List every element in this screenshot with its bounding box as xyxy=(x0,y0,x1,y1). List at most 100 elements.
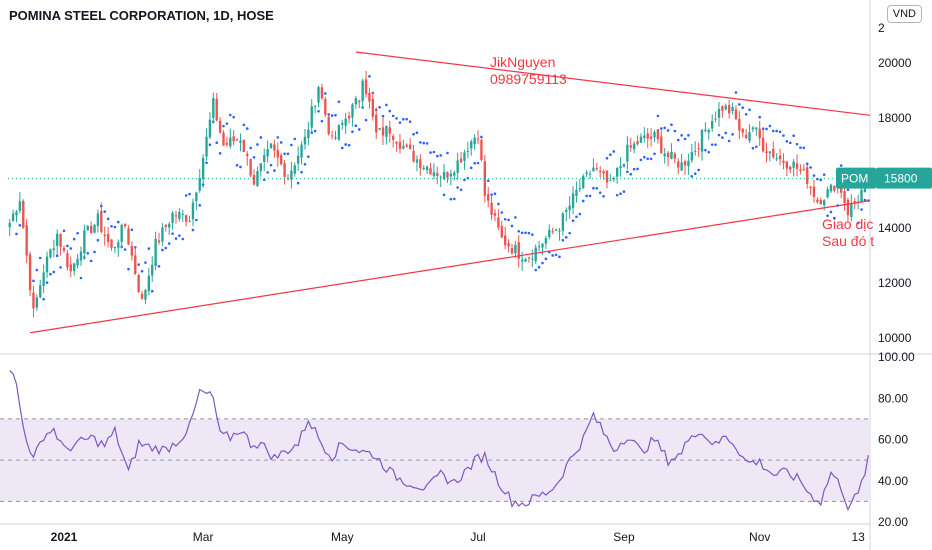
sar-dot xyxy=(330,114,334,117)
sar-dot xyxy=(344,143,347,146)
sar-dot xyxy=(856,221,860,225)
candle-body xyxy=(527,257,531,259)
sar-dot xyxy=(86,251,90,255)
candle-body xyxy=(218,120,222,133)
candle-body xyxy=(507,243,510,247)
price-axis-tick-label: 2 xyxy=(878,21,885,35)
sar-dot xyxy=(79,276,83,280)
candle-body xyxy=(500,226,503,238)
candle-body xyxy=(117,242,120,248)
sar-dot xyxy=(544,257,548,261)
candle-body xyxy=(707,129,710,133)
sar-dot xyxy=(425,142,429,145)
candle-body xyxy=(144,290,147,300)
sar-dot xyxy=(32,279,35,283)
candle-body xyxy=(293,165,296,174)
sar-dot xyxy=(205,161,208,165)
candle-body xyxy=(592,167,595,172)
candle-body xyxy=(195,192,198,202)
sar-dot xyxy=(62,229,66,233)
sar-dot xyxy=(531,233,534,236)
sar-dot xyxy=(507,218,510,222)
sar-dot xyxy=(622,190,626,193)
sar-dot xyxy=(208,143,212,147)
rsi-line xyxy=(9,369,869,512)
sar-dot xyxy=(524,231,527,235)
candle-body xyxy=(371,99,375,117)
sar-dot xyxy=(459,188,463,192)
sar-dot xyxy=(442,193,446,197)
sar-dot xyxy=(191,228,195,232)
candle-body xyxy=(381,127,385,136)
time-axis-label: May xyxy=(331,530,354,544)
candle-body xyxy=(761,137,765,152)
sar-dot xyxy=(340,146,344,150)
sar-dot xyxy=(391,114,395,118)
candle-body xyxy=(741,128,744,133)
candle-body xyxy=(127,228,130,245)
sar-dot xyxy=(575,215,578,219)
candle-body xyxy=(829,184,833,192)
candle-body xyxy=(694,150,697,152)
sar-dot xyxy=(242,123,246,127)
price-axis-tick-label: 18000 xyxy=(878,111,912,125)
price-axis-tick-label: 12000 xyxy=(878,276,912,290)
sar-dot xyxy=(422,141,426,145)
sar-dot xyxy=(276,136,280,139)
candle-body xyxy=(201,157,205,180)
time-axis-label: 2021 xyxy=(51,530,78,544)
sar-dot xyxy=(541,261,544,265)
sar-dot xyxy=(670,123,673,127)
candle-body xyxy=(280,155,283,165)
candle-body xyxy=(585,172,588,174)
candle-body xyxy=(140,293,144,299)
candle-body xyxy=(395,142,398,144)
candle-body xyxy=(69,264,72,272)
rsi-axis-tick-label: 20.00 xyxy=(878,515,908,529)
candle-body xyxy=(113,246,117,248)
sar-dot xyxy=(476,161,480,165)
candle-body xyxy=(181,213,184,215)
candle-body xyxy=(334,137,337,139)
sar-dot xyxy=(860,208,863,211)
candle-body xyxy=(123,223,127,227)
sar-dot xyxy=(59,266,62,269)
candle-body xyxy=(100,210,103,232)
sar-dot xyxy=(337,100,341,104)
sar-dot xyxy=(659,127,663,130)
candle-body xyxy=(785,161,789,169)
sar-dot xyxy=(788,141,792,145)
sar-dot xyxy=(130,228,134,232)
sar-dot xyxy=(110,224,113,228)
currency-badge[interactable]: VND xyxy=(886,5,922,23)
sar-dot xyxy=(609,153,612,157)
sar-dot xyxy=(127,267,130,271)
candle-body xyxy=(28,254,32,291)
rsi-axis-tick-label: 60.00 xyxy=(878,433,908,447)
candle-body xyxy=(174,215,178,217)
sar-dot xyxy=(656,114,660,118)
sar-dot xyxy=(184,194,188,197)
sar-dot xyxy=(188,192,191,196)
sar-dot xyxy=(714,143,717,146)
candle-body xyxy=(517,242,520,259)
candle-body xyxy=(599,170,602,172)
sar-dot xyxy=(826,214,829,218)
sar-dot xyxy=(347,143,351,147)
sar-dot xyxy=(456,186,459,189)
sar-dot xyxy=(116,220,120,224)
candle-body xyxy=(354,98,358,105)
candle-body xyxy=(524,259,527,262)
candle-body xyxy=(822,200,826,206)
sar-dot xyxy=(785,140,789,143)
sar-dot xyxy=(615,193,619,197)
sar-dot xyxy=(619,192,622,195)
sar-dot xyxy=(364,118,368,122)
sar-dot xyxy=(666,129,670,132)
candle-body xyxy=(473,137,476,145)
candle-body xyxy=(307,129,310,139)
candle-body xyxy=(208,119,212,138)
sar-dot xyxy=(49,272,52,276)
candle-body xyxy=(700,129,704,152)
